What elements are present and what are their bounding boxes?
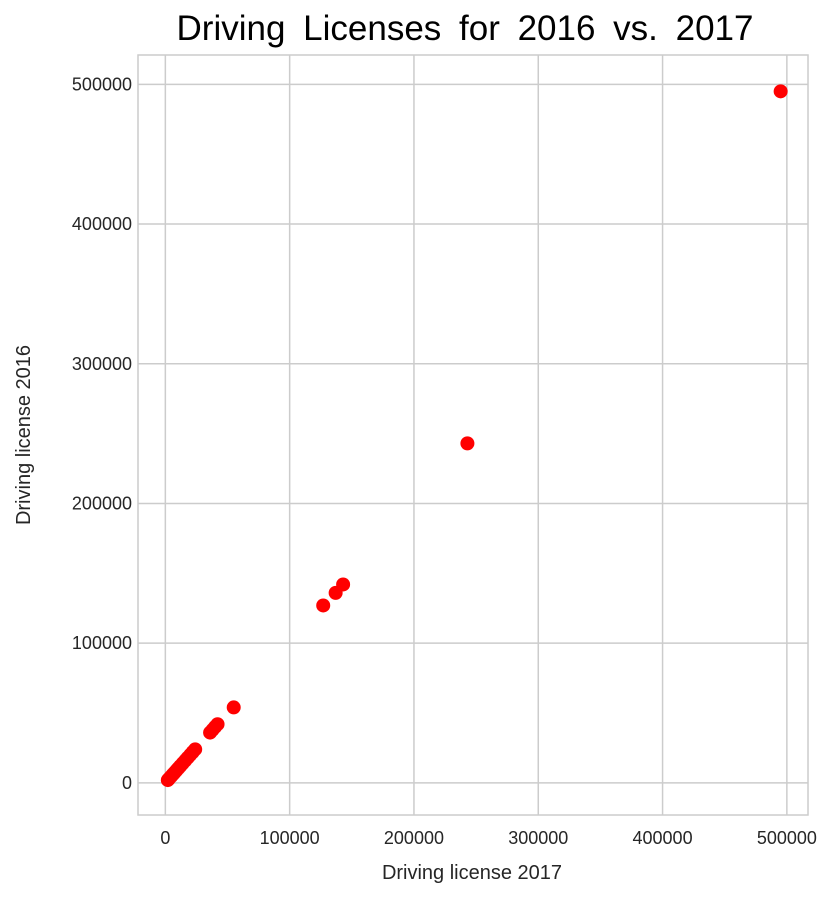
x-tick-label: 400000	[633, 828, 693, 848]
y-tick-label: 100000	[72, 633, 132, 653]
scatter-point	[336, 577, 351, 592]
x-tick-label: 0	[160, 828, 170, 848]
y-axis-label: Driving license 2016	[13, 345, 35, 525]
scatter-point	[226, 700, 241, 715]
x-tick-label: 500000	[757, 828, 817, 848]
y-tick-label: 400000	[72, 214, 132, 234]
scatter-point	[188, 742, 203, 757]
x-tick-label: 200000	[384, 828, 444, 848]
scatter-point	[210, 717, 225, 732]
scatter-point	[316, 598, 331, 613]
y-tick-label: 0	[122, 773, 132, 793]
plot-frame	[137, 54, 809, 816]
y-tick-label: 300000	[72, 354, 132, 374]
x-axis-label: Driving license 2017	[382, 862, 562, 884]
scatter-point	[773, 84, 788, 99]
x-tick-label: 300000	[508, 828, 568, 848]
y-tick-label: 200000	[72, 493, 132, 513]
chart-title: Driving Licenses for 2016 vs. 2017	[177, 9, 754, 48]
x-tick-label: 100000	[260, 828, 320, 848]
scatter-point	[460, 436, 475, 451]
y-tick-label: 500000	[72, 74, 132, 94]
